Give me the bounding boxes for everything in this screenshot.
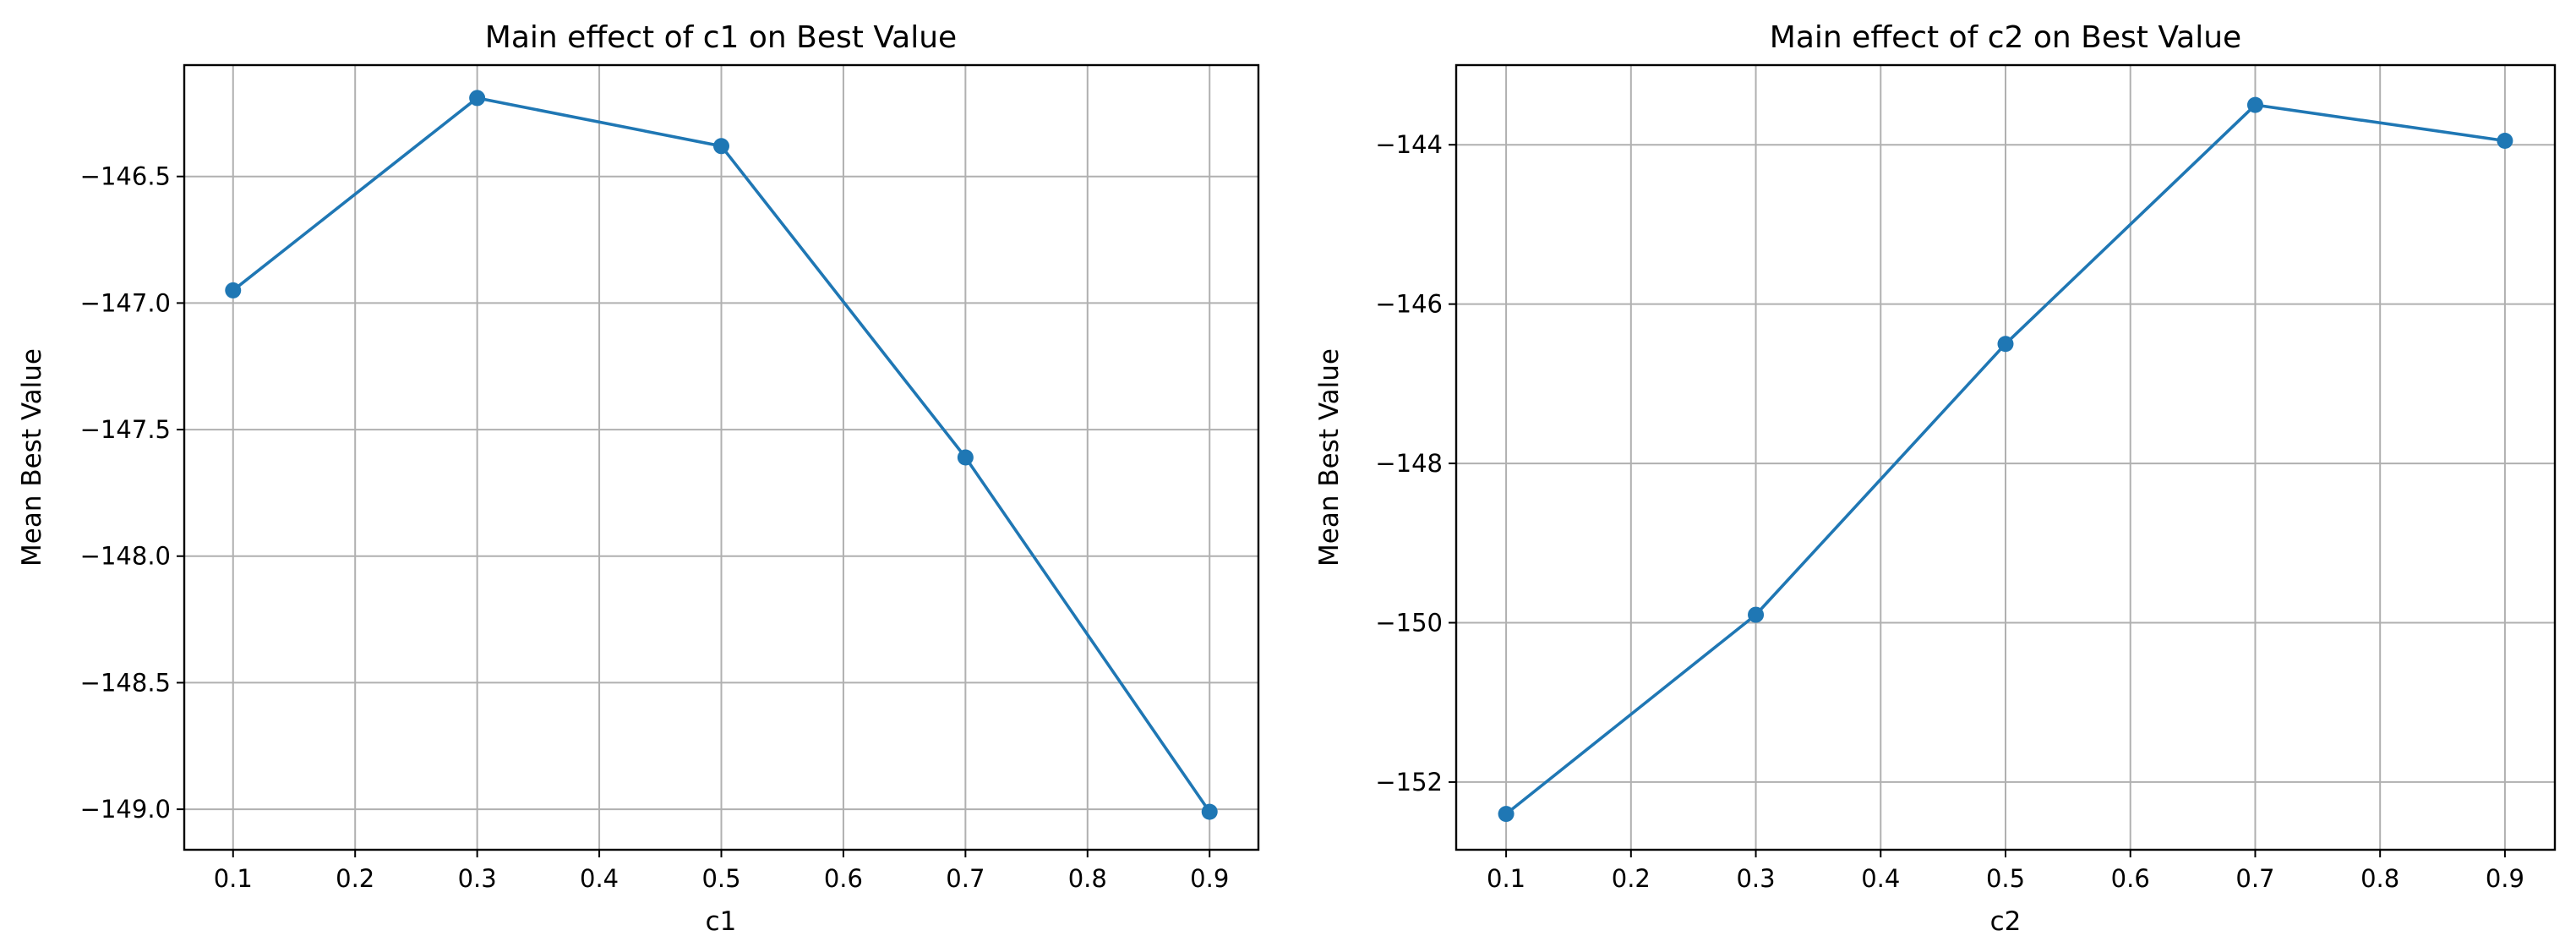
chart-title: Main effect of c1 on Best Value — [485, 20, 957, 55]
data-point — [469, 90, 486, 107]
ticks: 0.1 0.2 0.3 0.4 0.5 0.6 0.7 0.8 0.9 −146.5 −147.0 −… — [80, 162, 1230, 893]
data-point — [1498, 806, 1514, 823]
x-tick-label: 0.4 — [580, 864, 619, 893]
y-tick-label: −144 — [1375, 130, 1443, 159]
x-tick-label: 0.4 — [1861, 864, 1900, 893]
y-tick-label: −152 — [1375, 768, 1443, 796]
y-tick-label: −148 — [1375, 449, 1443, 478]
y-axis-label: Mean Best Value — [1314, 348, 1345, 567]
plot-frame — [183, 63, 1260, 851]
x-tick-label: 0.1 — [1487, 864, 1525, 893]
grid — [184, 65, 1258, 850]
data-point — [1748, 606, 1765, 623]
y-tick-label: −150 — [1375, 608, 1443, 637]
x-tick-label: 0.7 — [946, 864, 985, 893]
data-point — [225, 282, 242, 298]
x-tick-label: 0.7 — [2235, 864, 2274, 893]
y-tick-label: −147.0 — [80, 288, 171, 317]
x-tick-label: 0.8 — [1068, 864, 1107, 893]
x-tick-label: 0.9 — [1190, 864, 1229, 893]
data-point — [713, 138, 729, 155]
series — [1498, 96, 2513, 823]
x-tick-label: 0.9 — [2486, 864, 2524, 893]
x-tick-label: 0.2 — [336, 864, 374, 893]
data-point — [957, 449, 974, 466]
x-tick-label: 0.5 — [701, 864, 740, 893]
grid — [1456, 65, 2555, 850]
x-tick-label: 0.6 — [2111, 864, 2150, 893]
y-tick-label: −148.0 — [80, 542, 171, 571]
x-axis-label: c1 — [706, 906, 737, 937]
x-tick-label: 0.3 — [1736, 864, 1775, 893]
x-tick-label: 0.6 — [824, 864, 863, 893]
x-axis-label: c2 — [1990, 906, 2022, 937]
plot-frame — [1454, 63, 2557, 851]
data-point — [2497, 133, 2513, 150]
x-tick-label: 0.3 — [458, 864, 497, 893]
x-tick-label: 0.8 — [2360, 864, 2399, 893]
data-point — [1997, 336, 2014, 353]
data-point — [2246, 96, 2263, 113]
y-tick-label: −147.5 — [80, 415, 171, 444]
y-tick-label: −146 — [1375, 290, 1443, 319]
series — [225, 90, 1218, 820]
chart-title: Main effect of c2 on Best Value — [1770, 20, 2241, 55]
y-axis-label: Mean Best Value — [17, 348, 47, 567]
chart-c1: Main effect of c1 on Best Value 0.1 0.2 0.… — [17, 20, 1260, 937]
x-tick-label: 0.5 — [1986, 864, 2025, 893]
y-tick-label: −148.5 — [80, 668, 171, 697]
data-point — [1201, 803, 1218, 820]
chart-c2: Main effect of c2 on Best Value 0.1 0.2 0.… — [1314, 20, 2557, 937]
x-tick-label: 0.1 — [214, 864, 253, 893]
x-tick-label: 0.2 — [1612, 864, 1651, 893]
y-tick-label: −146.5 — [80, 162, 171, 191]
ticks: 0.1 0.2 0.3 0.4 0.5 0.6 0.7 0.8 0.9 −144 −146 −148 −… — [1375, 130, 2524, 893]
y-tick-label: −149.0 — [80, 795, 171, 824]
